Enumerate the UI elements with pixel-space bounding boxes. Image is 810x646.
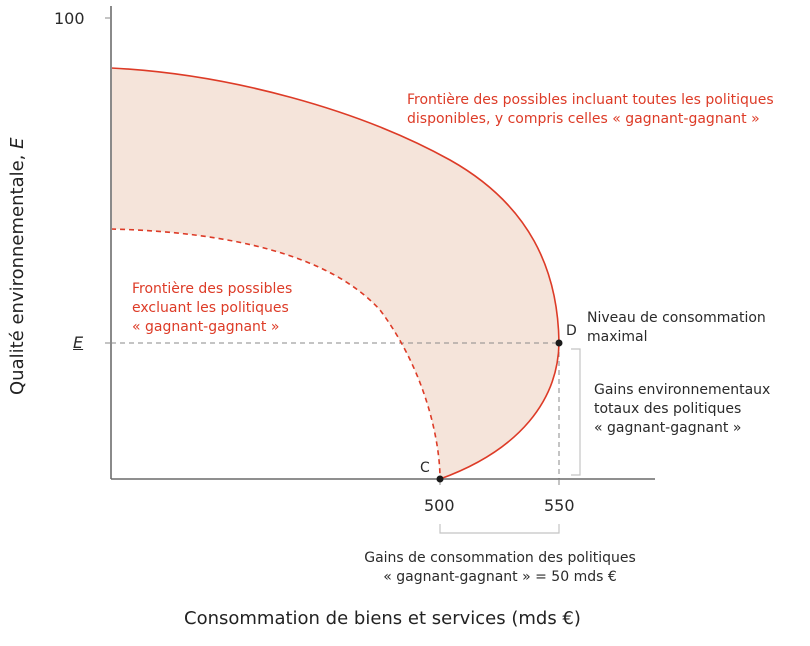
point-c-label: C	[420, 460, 430, 476]
environmental-gains-annotation: Gains environnementaux totaux des politi…	[594, 381, 770, 438]
environmental-gains-annotation-line: « gagnant-gagnant »	[594, 420, 742, 436]
frontier-excluding-win-win	[110, 228, 441, 480]
frontier-including-win-win	[110, 67, 560, 480]
consumption-gains-bracket	[439, 524, 560, 534]
y-marker-label-e: E	[73, 333, 84, 352]
outer-frontier-annotation-line: disponibles, y compris celles « gagnant-…	[407, 111, 760, 127]
consumption-gains-annotation-line: « gagnant-gagnant » = 50 mds €	[383, 569, 617, 585]
consumption-gains-annotation-line: Gains de consommation des politiques	[364, 550, 636, 566]
consumption-gains-annotation: Gains de consommation des politiques « g…	[330, 549, 670, 587]
inner-frontier-annotation-line: Frontière des possibles	[132, 281, 293, 297]
outer-frontier-annotation-line: Frontière des possibles incluant toutes …	[407, 92, 774, 108]
inner-frontier-annotation-line: excluant les politiques	[132, 300, 289, 316]
max-consumption-annotation-line: maximal	[587, 329, 648, 345]
point-d-label: D	[566, 323, 577, 339]
inner-frontier-annotation-line: « gagnant-gagnant »	[132, 319, 280, 335]
point-d	[555, 339, 563, 347]
x-tick-label-500: 500	[424, 496, 455, 515]
environmental-gains-annotation-line: Gains environnementaux	[594, 382, 771, 398]
y-axis-variable: E	[7, 137, 28, 149]
x-axis-label: Consommation de biens et services (mds €…	[184, 608, 581, 629]
environmental-gains-bracket	[571, 348, 581, 476]
max-consumption-annotation-line: Niveau de consommation	[587, 310, 766, 326]
outer-frontier-annotation: Frontière des possibles incluant toutes …	[407, 91, 774, 129]
shaded-win-win-region	[111, 68, 559, 479]
inner-frontier-annotation: Frontière des possibles excluant les pol…	[132, 280, 292, 337]
point-c	[436, 475, 444, 483]
max-consumption-annotation: Niveau de consommation maximal	[587, 309, 766, 347]
y-axis-label: Qualité environnementale, E	[7, 137, 28, 395]
environmental-gains-annotation-line: totaux des politiques	[594, 401, 742, 417]
y-tick-label-100: 100	[54, 9, 85, 28]
x-tick-label-550: 550	[544, 496, 575, 515]
